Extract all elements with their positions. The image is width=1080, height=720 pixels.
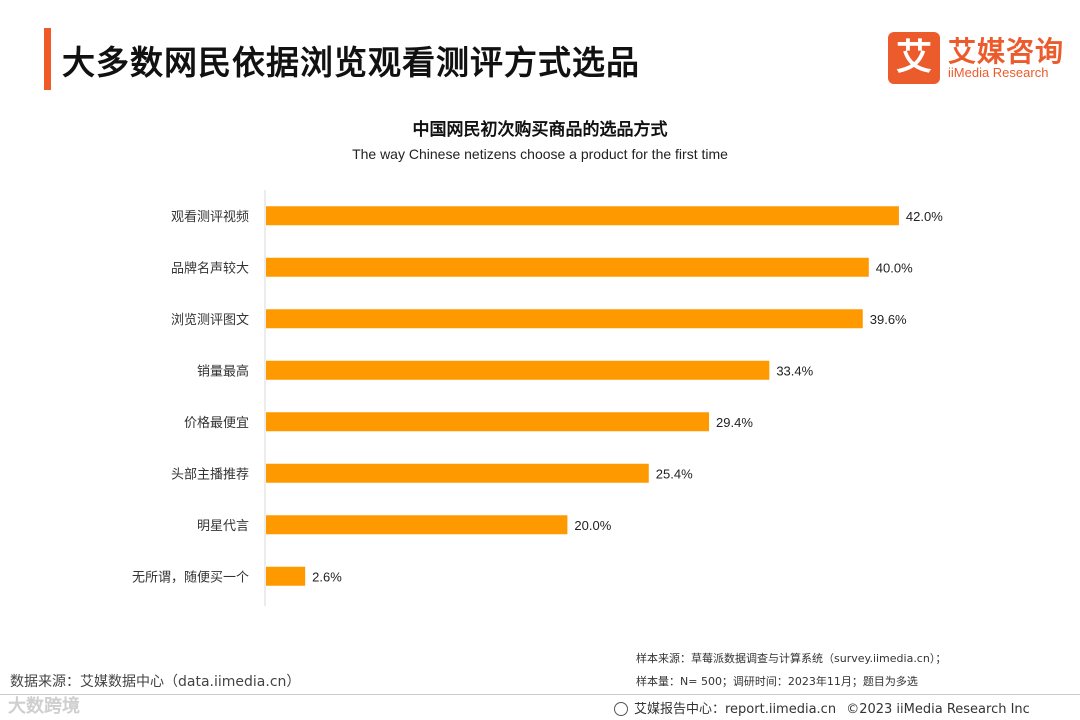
title-accent-bar: [44, 28, 51, 90]
bar: [266, 463, 649, 483]
value-label: 40.0%: [876, 260, 913, 275]
data-source: 数据来源：艾媒数据中心（data.iimedia.cn）: [10, 674, 301, 690]
value-label: 20.0%: [574, 518, 611, 533]
watermark: 大数跨境: [8, 696, 80, 717]
bar: [266, 412, 710, 432]
value-label: 2.6%: [312, 569, 342, 584]
value-label: 25.4%: [656, 466, 693, 481]
bar: [266, 257, 869, 277]
category-label: 销量最高: [197, 363, 249, 379]
page-title: 大多数网民依据浏览观看测评方式选品: [62, 43, 640, 82]
footer-report-site: 艾媒报告中心：report.iimedia.cn: [634, 702, 837, 717]
logo-name-en: iiMedia Research: [948, 65, 1049, 80]
value-label: 29.4%: [716, 415, 753, 430]
bar: [266, 309, 863, 329]
category-label: 价格最便宜: [184, 415, 249, 431]
bar: [266, 566, 306, 586]
category-label: 浏览测评图文: [171, 312, 249, 328]
sample-source-note: 样本来源：草莓派数据调查与计算系统（survey.iimedia.cn）；: [636, 652, 947, 665]
category-label: 头部主播推荐: [171, 467, 249, 482]
category-label: 观看测评视频: [171, 209, 249, 225]
value-label: 39.6%: [870, 312, 907, 327]
bar: [266, 360, 770, 380]
iimedia-logo: 艾 艾媒咨询 iiMedia Research: [888, 30, 1068, 86]
footer-copyright: ©2023 iiMedia Research Inc: [846, 702, 1030, 717]
category-label: 无所谓，随便买一个: [132, 570, 249, 585]
value-label: 42.0%: [906, 209, 943, 224]
logo-name-cn: 艾媒咨询: [948, 35, 1065, 68]
globe-icon: [614, 702, 628, 716]
footer: 艾媒报告中心：report.iimedia.cn ©2023 iiMedia R…: [614, 698, 1036, 717]
footer-divider: [0, 694, 1080, 695]
category-label: 明星代言: [197, 519, 249, 534]
bar: [266, 206, 899, 226]
chart-title: 中国网民初次购买商品的选品方式: [412, 120, 668, 140]
logo-mark-icon: 艾: [888, 32, 940, 84]
bar: [266, 515, 568, 535]
value-label: 33.4%: [776, 363, 813, 378]
category-label: 品牌名声较大: [171, 260, 249, 276]
chart-subtitle: The way Chinese netizens choose a produc…: [352, 146, 728, 162]
sample-size-note: 样本量：N= 500；调研时间：2023年11月；题目为多选: [636, 675, 918, 688]
